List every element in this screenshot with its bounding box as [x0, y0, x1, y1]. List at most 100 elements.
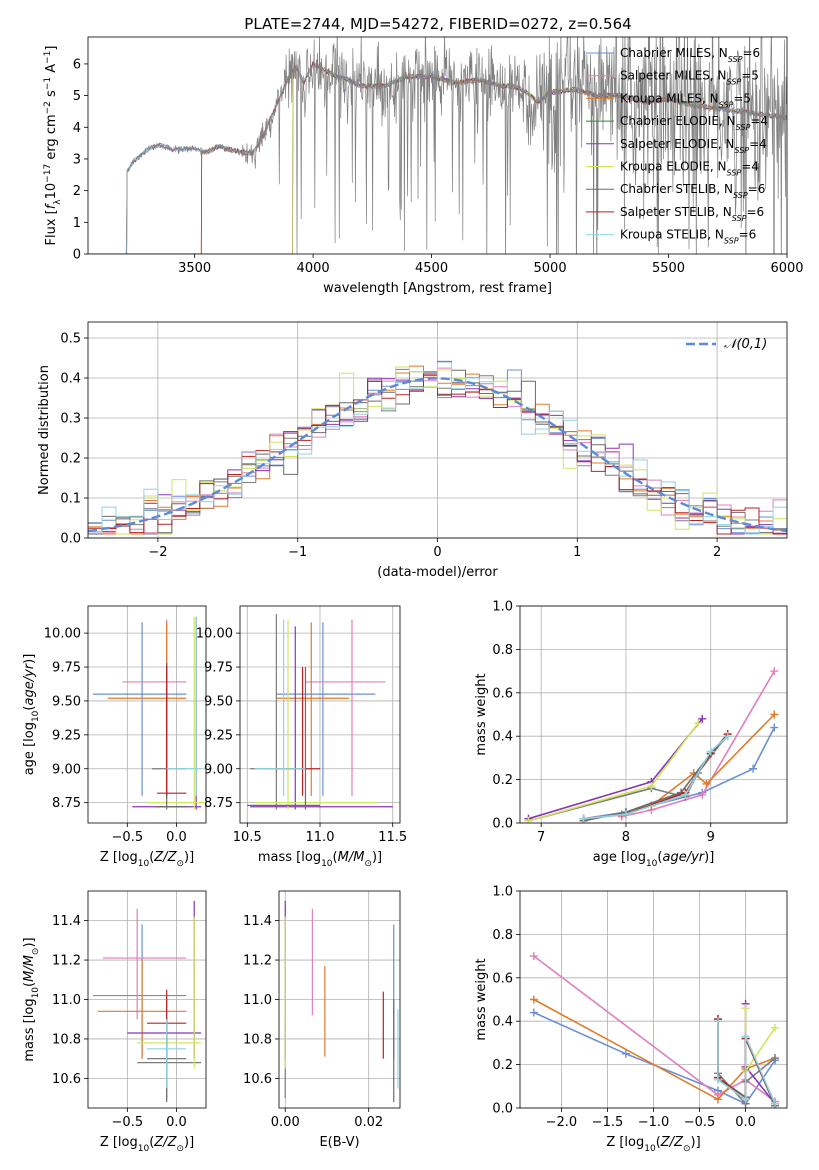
x-tick-label: −1.5 — [592, 1115, 624, 1130]
y-tick-label: 0.4 — [492, 1015, 513, 1030]
y-tick-label: 0.2 — [492, 773, 513, 788]
x-tick-label: 9 — [707, 830, 715, 845]
panel-residuals: −2 −1 0 1 2 0.0 0.1 0.2 0.3 0.4 0.5 (data-model)/er… — [37, 321, 788, 580]
y-tick-label: 5 — [73, 89, 81, 104]
data-marker — [723, 732, 732, 741]
y-tick-label: 0.2 — [492, 1058, 513, 1073]
x-tick-label: 4500 — [415, 261, 448, 276]
y-tick-label: 9.50 — [204, 694, 233, 709]
x-tick-label: 0.00 — [271, 1115, 300, 1130]
x-tick-label: −0.5 — [112, 1115, 144, 1130]
panel-age_vs_mass: 10.5 11.0 11.5 8.75 9.00 9.25 9.50 9.75 10.00 mas… — [196, 605, 407, 869]
y-tick-label: 9.75 — [204, 661, 233, 676]
data-marker — [770, 710, 779, 719]
y-tick-label: 10.6 — [52, 1072, 81, 1087]
y-tick-label: 0.8 — [492, 643, 513, 658]
series-line — [533, 998, 776, 1101]
legend-label: Kroupa ELODIE, NSSP=4 — [620, 160, 759, 178]
y-tick-label: 0.0 — [492, 817, 513, 832]
y-tick-label: 1.0 — [492, 600, 513, 615]
data-marker — [694, 719, 702, 728]
y-tick-label: 0.2 — [60, 452, 81, 467]
plot-area — [92, 900, 202, 1103]
data-marker — [771, 1054, 780, 1063]
grid-lines — [520, 890, 787, 1109]
panel-weight_vs_Z: −2.0 −1.5 −1.0 −0.5 0.0 0.0 0.2 0.4 0.6 0.8 1.0 Z [… — [474, 885, 788, 1154]
plot-area — [88, 360, 787, 535]
y-tick-label: 3 — [73, 152, 81, 167]
data-marker — [770, 723, 779, 732]
y-tick-label: 11.4 — [243, 914, 272, 929]
x-tick-label: 0 — [433, 545, 441, 560]
x-tick-label: 5500 — [652, 261, 685, 276]
data-marker — [529, 1008, 538, 1017]
series-line — [533, 1011, 776, 1105]
x-tick-label: 8 — [622, 830, 630, 845]
histogram-steps — [88, 361, 787, 535]
data-marker — [621, 810, 630, 819]
data-marker — [524, 816, 533, 823]
y-tick-label: 0.5 — [60, 332, 81, 347]
y-tick-label: 0.0 — [60, 532, 81, 547]
data-marker — [706, 747, 715, 756]
y-tick-label: 11.0 — [243, 993, 272, 1008]
x-tick-label: 2 — [713, 545, 721, 560]
x-tick-label: −0.5 — [684, 1115, 716, 1130]
y-axis-label: mass [log10(M/M⊙)] — [22, 937, 41, 1061]
observed-spectrum-line — [88, 37, 787, 254]
grid-lines — [88, 891, 206, 1108]
axes-frame — [278, 890, 401, 1109]
x-tick-label: 0.02 — [354, 1115, 383, 1130]
panel-spectrum: 3500 4000 4500 5000 5500 6000 0 1 2 3 4 5 6 wavelengt… — [43, 36, 804, 296]
y-tick-label: 11.0 — [52, 993, 81, 1008]
x-tick-label: 0.0 — [735, 1115, 756, 1130]
plot-area — [524, 667, 779, 823]
y-axis-label: mass weight — [474, 958, 489, 1040]
grid-lines — [520, 605, 787, 824]
x-tick-label: 0.0 — [166, 1115, 187, 1130]
x-tick-label: 6000 — [770, 261, 803, 276]
x-axis-label: age [log10(age/yr)] — [593, 850, 715, 869]
grid-lines — [279, 891, 400, 1108]
x-axis-label: Z [log10(Z/Z⊙)] — [606, 1135, 700, 1154]
x-tick-label: 5000 — [534, 261, 567, 276]
data-marker — [529, 952, 538, 961]
y-tick-label: 9.75 — [52, 661, 81, 676]
figure-title: PLATE=2744, MJD=54272, FIBERID=0272, z=0… — [244, 15, 631, 33]
data-marker — [741, 1032, 750, 1041]
x-axis-label: mass [log10(M/M⊙)] — [258, 850, 382, 869]
legend-label: Kroupa STELIB, NSSP=6 — [620, 228, 756, 246]
y-tick-label: 0 — [73, 248, 81, 263]
y-axis-label: Flux [fλ10−17 erg cm−2 s−1 A−1] — [43, 46, 63, 246]
y-tick-label: 8.75 — [204, 796, 233, 811]
y-tick-label: 10.00 — [44, 627, 81, 642]
y-tick-label: 9.25 — [52, 728, 81, 743]
series-line — [621, 713, 775, 816]
panel-age_vs_Z: −0.5 0.0 8.75 9.00 9.25 9.50 9.75 10.00 Z [log10… — [22, 605, 207, 869]
legend-label: Salpeter MILES, NSSP=5 — [620, 69, 759, 87]
plot-area — [284, 900, 399, 1103]
y-tick-label: 10.8 — [243, 1032, 272, 1047]
y-tick-label: 0.0 — [492, 1102, 513, 1117]
legend-label: Chabrier STELIB, NSSP=6 — [620, 182, 765, 200]
panel-weight_vs_age: 7 8 9 0.0 0.2 0.4 0.6 0.8 1.0 age [log10(age/yr)]… — [474, 600, 788, 869]
x-tick-label: −2.0 — [546, 1115, 578, 1130]
data-marker — [621, 1049, 630, 1058]
data-marker — [771, 1023, 780, 1032]
y-tick-label: 9.25 — [204, 728, 233, 743]
y-tick-label: 1 — [73, 216, 81, 231]
y-tick-label: 10.6 — [243, 1072, 272, 1087]
data-marker — [698, 790, 707, 799]
legend-label: Salpeter ELODIE, NSSP=4 — [620, 137, 767, 155]
y-tick-label: 8.75 — [52, 796, 81, 811]
legend-label: Chabrier ELODIE, NSSP=4 — [620, 114, 768, 132]
axes-frame — [87, 36, 788, 255]
y-tick-label: 0.8 — [492, 928, 513, 943]
data-marker — [713, 1075, 722, 1084]
data-marker — [579, 814, 588, 823]
y-tick-label: 1.0 — [492, 885, 513, 900]
x-tick-label: −1.0 — [638, 1115, 670, 1130]
data-marker — [681, 790, 690, 799]
x-tick-label: 11.0 — [306, 830, 335, 845]
data-marker — [741, 1095, 750, 1104]
